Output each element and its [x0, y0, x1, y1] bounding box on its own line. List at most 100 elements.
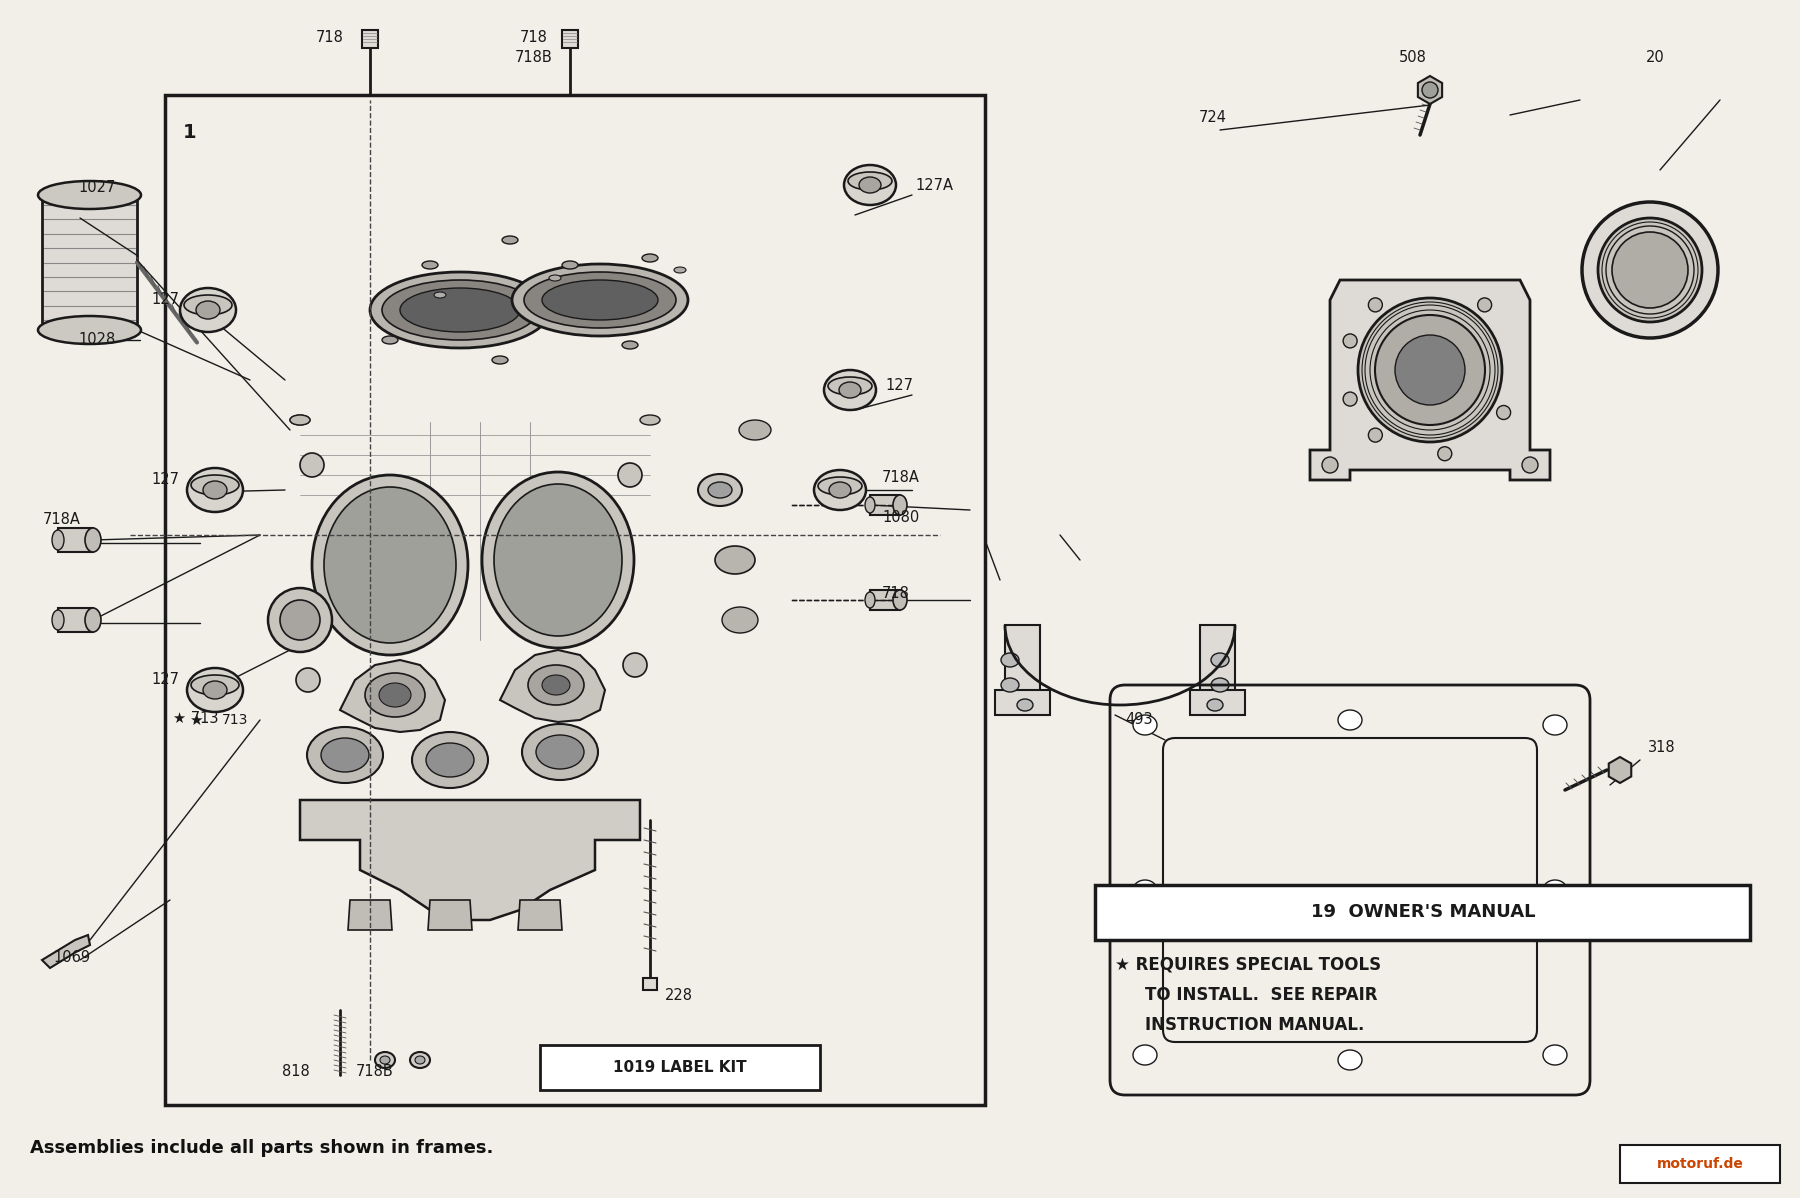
Bar: [362, 30, 378, 48]
Text: ★: ★: [189, 713, 203, 727]
Ellipse shape: [203, 482, 227, 500]
Text: 718B: 718B: [356, 1065, 394, 1079]
Ellipse shape: [1208, 698, 1222, 710]
Ellipse shape: [511, 264, 688, 335]
Polygon shape: [340, 660, 445, 732]
Polygon shape: [290, 220, 790, 420]
Ellipse shape: [380, 1055, 391, 1064]
Circle shape: [1321, 456, 1337, 473]
Circle shape: [1496, 405, 1510, 419]
Ellipse shape: [416, 1055, 425, 1064]
Text: 493: 493: [1125, 713, 1152, 727]
Ellipse shape: [400, 288, 520, 332]
Text: 318: 318: [1649, 740, 1676, 756]
Text: 1028: 1028: [77, 333, 115, 347]
Text: 1069: 1069: [54, 950, 90, 966]
Ellipse shape: [828, 377, 871, 395]
Ellipse shape: [1543, 881, 1568, 900]
Bar: [166, 95, 985, 1105]
Polygon shape: [41, 934, 90, 968]
Ellipse shape: [1543, 1045, 1568, 1065]
Ellipse shape: [365, 673, 425, 716]
Ellipse shape: [698, 474, 742, 506]
Text: 713: 713: [221, 713, 248, 727]
Text: 127: 127: [151, 292, 178, 308]
Ellipse shape: [180, 288, 236, 332]
Polygon shape: [301, 800, 641, 920]
Ellipse shape: [184, 295, 232, 315]
Text: 127A: 127A: [914, 177, 952, 193]
Ellipse shape: [623, 341, 637, 349]
Text: 127: 127: [151, 472, 178, 488]
Polygon shape: [347, 900, 392, 930]
Polygon shape: [995, 690, 1049, 715]
Ellipse shape: [290, 415, 310, 425]
Text: 127: 127: [151, 672, 178, 688]
Polygon shape: [1609, 757, 1631, 783]
Text: 1080: 1080: [882, 510, 920, 526]
Text: INSTRUCTION MANUAL.: INSTRUCTION MANUAL.: [1145, 1016, 1364, 1034]
Ellipse shape: [715, 546, 754, 574]
Circle shape: [1368, 428, 1382, 442]
Text: Assemblies include all parts shown in frames.: Assemblies include all parts shown in fr…: [31, 1139, 493, 1157]
Ellipse shape: [1211, 653, 1229, 667]
Ellipse shape: [187, 668, 243, 712]
Bar: [58, 528, 94, 552]
Ellipse shape: [38, 181, 140, 208]
Polygon shape: [1418, 75, 1442, 104]
Ellipse shape: [641, 415, 661, 425]
Ellipse shape: [536, 736, 583, 769]
Ellipse shape: [1543, 715, 1568, 736]
Ellipse shape: [893, 589, 907, 610]
Ellipse shape: [844, 165, 896, 205]
Ellipse shape: [421, 261, 437, 270]
Polygon shape: [290, 420, 661, 819]
Ellipse shape: [482, 472, 634, 648]
Ellipse shape: [320, 738, 369, 772]
Bar: [643, 978, 657, 990]
Bar: [1620, 1145, 1780, 1182]
Text: 1019 LABEL KIT: 1019 LABEL KIT: [614, 1060, 747, 1076]
Ellipse shape: [824, 370, 877, 410]
Ellipse shape: [191, 474, 239, 495]
Ellipse shape: [301, 453, 324, 477]
Text: 718: 718: [317, 30, 344, 46]
Ellipse shape: [268, 588, 331, 652]
Ellipse shape: [673, 267, 686, 273]
Text: 818: 818: [283, 1065, 310, 1079]
Bar: [1094, 885, 1750, 940]
Ellipse shape: [434, 292, 446, 298]
Ellipse shape: [866, 592, 875, 609]
Polygon shape: [518, 900, 562, 930]
Text: 508: 508: [1399, 50, 1427, 66]
Ellipse shape: [893, 495, 907, 515]
Ellipse shape: [542, 280, 659, 320]
Polygon shape: [661, 220, 790, 819]
Ellipse shape: [542, 674, 571, 695]
Ellipse shape: [1132, 715, 1157, 736]
Ellipse shape: [52, 610, 65, 630]
Ellipse shape: [295, 668, 320, 692]
Text: 718A: 718A: [882, 471, 920, 485]
Text: 1027: 1027: [77, 181, 115, 195]
Ellipse shape: [524, 272, 677, 328]
Polygon shape: [1201, 625, 1235, 700]
Ellipse shape: [308, 727, 383, 783]
Text: 718: 718: [520, 30, 547, 46]
Ellipse shape: [522, 724, 598, 780]
Ellipse shape: [839, 382, 860, 398]
Circle shape: [1582, 202, 1717, 338]
Ellipse shape: [491, 356, 508, 364]
Ellipse shape: [191, 674, 239, 695]
Circle shape: [1375, 315, 1485, 425]
Ellipse shape: [290, 415, 310, 425]
Circle shape: [1357, 298, 1501, 442]
Ellipse shape: [410, 1052, 430, 1067]
Ellipse shape: [203, 680, 227, 698]
Polygon shape: [428, 900, 472, 930]
Bar: [869, 495, 900, 515]
Ellipse shape: [412, 732, 488, 788]
Polygon shape: [1190, 690, 1246, 715]
Ellipse shape: [382, 335, 398, 344]
Text: 1: 1: [184, 123, 196, 143]
